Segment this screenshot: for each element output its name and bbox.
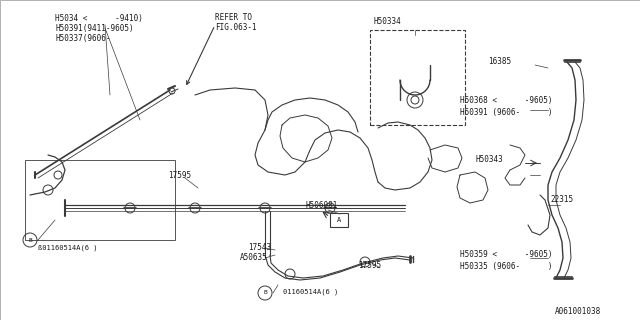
Text: FIG.063-1: FIG.063-1	[215, 23, 257, 33]
Text: A061001038: A061001038	[555, 308, 601, 316]
Text: H50343: H50343	[475, 156, 503, 164]
Text: 16385: 16385	[488, 58, 511, 67]
Text: A50635: A50635	[240, 253, 268, 262]
Text: 17595: 17595	[168, 171, 191, 180]
Text: B: B	[28, 237, 32, 243]
Text: 01160514A(6 ): 01160514A(6 )	[283, 289, 339, 295]
Text: H50335 (9606-      ): H50335 (9606- )	[460, 262, 552, 271]
Text: B: B	[263, 291, 267, 295]
Bar	[25, 160, 175, 240]
Text: H50337(9606-: H50337(9606-	[55, 34, 111, 43]
Text: H506081: H506081	[305, 201, 337, 210]
Text: A: A	[337, 217, 341, 223]
Text: 17595: 17595	[358, 260, 381, 269]
Text: H50368 <      -9605): H50368 < -9605)	[460, 95, 552, 105]
Text: H5034 <      -9410): H5034 < -9410)	[55, 13, 143, 22]
Text: REFER TO: REFER TO	[215, 13, 252, 22]
Text: H50391 (9606-      ): H50391 (9606- )	[460, 108, 552, 116]
Text: 17543: 17543	[248, 244, 271, 252]
Text: 22315: 22315	[550, 196, 573, 204]
Bar	[330, 213, 348, 227]
Text: H50359 <      -9605): H50359 < -9605)	[460, 251, 552, 260]
Text: H50391(9411-9605): H50391(9411-9605)	[55, 23, 134, 33]
Text: H50334: H50334	[373, 18, 401, 27]
Text: ß01160514A(6 ): ß01160514A(6 )	[38, 245, 97, 251]
Bar	[370, 30, 465, 125]
